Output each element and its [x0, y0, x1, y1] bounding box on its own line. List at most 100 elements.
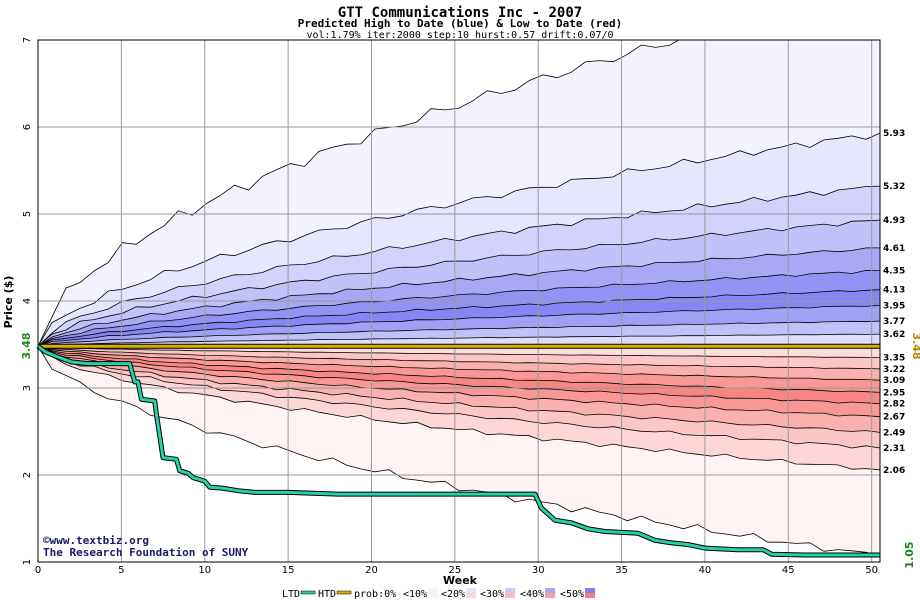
envelope-line: [38, 345, 880, 405]
level-label: 3.77: [883, 317, 905, 327]
level-label: 4.61: [883, 244, 905, 254]
grid: [38, 39, 880, 563]
envelope-line: [38, 247, 880, 347]
x-tick-label: 45: [782, 565, 795, 576]
high-band: [38, 305, 880, 347]
y-tick-label: 1: [22, 559, 33, 565]
level-label: 3.95: [883, 301, 905, 311]
legend-swatch-htd: [336, 590, 352, 595]
y-tick-label: 4: [22, 298, 33, 304]
envelope-line: [38, 40, 680, 347]
legend-swatch-low: [466, 593, 477, 598]
start-price-label-left: 3.48: [20, 332, 33, 359]
series: [36, 343, 880, 558]
envelope-line: [38, 289, 880, 347]
x-tick-label: 25: [448, 565, 461, 576]
envelope-line: [38, 185, 880, 347]
current-low-label: 1.05: [903, 541, 916, 568]
level-label: 5.93: [883, 129, 905, 139]
level-label: 2.49: [883, 428, 905, 438]
x-tick-label: 40: [699, 565, 712, 576]
envelope-line: [38, 345, 880, 370]
low-band: [38, 346, 880, 404]
legend-swatch-low: [545, 593, 556, 598]
envelope-line: [38, 320, 880, 347]
envelope-line: [38, 304, 880, 347]
low-band: [38, 346, 880, 381]
legend-swatch-high: [466, 588, 477, 593]
legend-label: <50%: [560, 589, 584, 600]
envelope-line: [38, 345, 880, 449]
legend-swatch-low: [397, 593, 408, 598]
level-label: 2.95: [883, 388, 905, 398]
y-tick-label: 5: [22, 211, 33, 217]
level-label: 4.93: [883, 216, 905, 226]
high-band: [38, 247, 880, 347]
credit-line-1: ©www.textbiz.org: [43, 534, 149, 547]
low-band: [38, 346, 880, 393]
high-band: [38, 334, 880, 347]
x-axis-label: Week: [443, 574, 478, 587]
envelope-line: [38, 345, 880, 471]
low-band: [38, 346, 880, 470]
legend-label: <30%: [480, 589, 504, 600]
low-band: [38, 346, 880, 448]
level-label: 3.22: [883, 365, 905, 375]
level-label: 3.09: [883, 376, 905, 386]
legend-swatch-high: [505, 588, 516, 593]
x-tick-label: 15: [282, 565, 295, 576]
x-tick-label: 0: [35, 565, 41, 576]
legend-swatch-high: [545, 588, 556, 593]
x-tick-label: 20: [365, 565, 378, 576]
chart-subtitle: Predicted High to Date (blue) & Low to D…: [298, 17, 623, 30]
legend-swatch-ltd: [300, 590, 316, 595]
envelope-line: [38, 345, 880, 433]
level-label: 2.67: [883, 413, 905, 423]
level-label: 3.35: [883, 354, 905, 364]
x-tick-label: 30: [532, 565, 545, 576]
legend-label: HTD: [318, 589, 336, 600]
x-tick-label: 35: [615, 565, 628, 576]
x-tick-label: 50: [865, 565, 878, 576]
level-label: 2.06: [883, 466, 905, 476]
high-band: [38, 186, 880, 347]
legend-label: <40%: [520, 589, 544, 600]
chart-title: GTT Communications Inc - 2007: [338, 5, 582, 21]
low-band: [38, 346, 880, 358]
level-label: 4.13: [883, 286, 905, 296]
axes: 0 5 10 15 20 25 30 35 40 45 5012345675.935.324.934…: [22, 37, 905, 576]
envelope-line: [38, 269, 880, 347]
high-band: [38, 289, 880, 347]
legend-swatch-low: [585, 593, 596, 598]
legend-label: <10%: [403, 589, 427, 600]
y-tick-label: 2: [22, 472, 33, 478]
envelope-line: [38, 345, 880, 381]
legend-swatch-low: [428, 593, 439, 598]
envelope-line: [38, 345, 880, 557]
plot-frame: [37, 39, 881, 563]
y-tick-label: 7: [22, 37, 33, 43]
low-band: [38, 346, 880, 556]
level-label: 4.35: [883, 267, 905, 277]
envelope-line: [38, 345, 880, 358]
y-tick-label: 6: [22, 124, 33, 130]
high-band: [38, 40, 880, 347]
ltd-line: [37, 345, 880, 557]
legend-swatch-high: [585, 588, 596, 593]
legend-label: prob:0%: [354, 589, 396, 600]
high-band: [38, 133, 880, 347]
envelope-line: [38, 345, 880, 418]
level-label: 3.62: [883, 330, 905, 340]
envelope-line: [38, 132, 880, 347]
x-tick-label: 5: [118, 565, 124, 576]
legend-label: LTD: [282, 589, 300, 600]
envelope-line: [38, 333, 880, 347]
legend-swatch-high: [397, 588, 408, 593]
high-band: [38, 220, 880, 347]
legend-label: <20%: [441, 589, 465, 600]
y-tick-label: 3: [22, 385, 33, 391]
start-price-label-right: 3.48: [910, 332, 920, 359]
level-label: 5.32: [883, 182, 905, 192]
chart-params: vol:1.79% iter:2000 step:10 hurst:0.57 d…: [306, 30, 613, 41]
